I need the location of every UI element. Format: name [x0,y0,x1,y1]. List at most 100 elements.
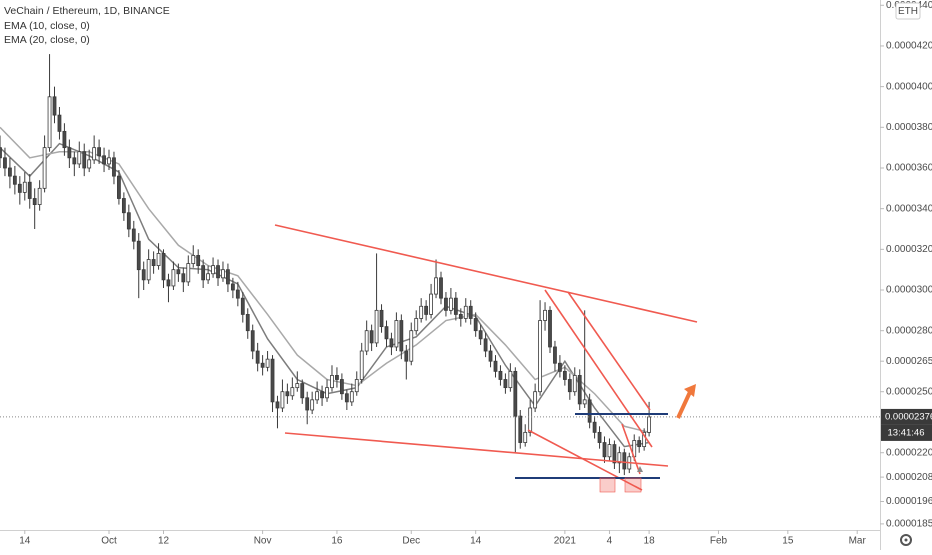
candle-body [325,387,329,399]
candle-body [414,318,419,332]
drawings [274,224,698,493]
candle-body [196,255,201,267]
x-tick-label: 2021 [554,536,577,547]
candle-body [518,415,523,443]
candle-body [235,289,240,299]
x-tick-label: 18 [644,536,656,547]
candle-body [528,407,533,433]
last-price-label: 0.00002376 [885,411,932,422]
x-tick-label: 16 [331,536,343,547]
candle-body [275,401,280,409]
candle-body [156,253,161,267]
candle-body [533,391,538,409]
candle-body [166,279,171,287]
candle-body [409,330,414,362]
candle-body [77,151,82,165]
candle-body [320,391,324,399]
last-price-badge [881,408,932,425]
candle-body [439,277,443,299]
candle-body [369,330,374,344]
candle-body [97,147,101,157]
candle-body [488,350,493,362]
candle-body [458,314,463,319]
candle-body [226,269,230,285]
candle-body [216,265,220,279]
candle-body [587,399,592,423]
candle-body [354,379,359,393]
candle-body [434,277,438,295]
candle-body [523,431,528,443]
candle-body [582,399,587,405]
candle-body [121,198,126,214]
candle-body [374,309,379,344]
candle-body [339,379,344,395]
candle-body [37,187,42,205]
highlight-box [599,477,616,493]
candle-body [285,391,290,397]
countdown-label: 13:41:46 [888,427,925,438]
candle-body [117,175,121,199]
candle-body [349,391,354,403]
candle-body [612,444,617,464]
candle-body [72,157,77,165]
y-tick-label: 0.00001850 [886,519,932,530]
candle-body [206,273,211,281]
candle-body [419,305,424,319]
candle-body [597,431,602,443]
candle-body [12,175,17,185]
candle-body [32,198,37,205]
currency-badge[interactable] [895,2,921,20]
candle-body [468,305,473,319]
candle-body [240,297,245,315]
candle-body [315,391,320,401]
x-tick-label: Oct [101,536,117,547]
candle-body [8,167,12,177]
candle-body [290,387,295,397]
candle-body [508,370,513,389]
chart-title: VeChain / Ethereum, 1D, BINANCE [4,5,170,17]
candle-body [384,326,389,340]
candle-body [364,330,369,352]
x-tick-label: 14 [19,536,31,547]
candle-body [453,297,458,315]
candle-body [191,255,196,264]
candle-body [330,375,334,389]
candle-body [151,259,156,267]
candle-body [280,391,285,409]
x-tick-label: Mar [849,536,867,547]
candle-body [483,338,488,352]
candle-body [607,444,612,458]
candle-body [112,157,116,177]
trendline [567,291,651,411]
x-tick-label: 4 [607,536,613,547]
candle-body [230,283,235,291]
candle-body [305,397,310,411]
settings-icon[interactable] [900,534,912,546]
candle-body [87,159,92,169]
candle-body [265,358,270,368]
candle-body [562,370,567,380]
candle-body [107,157,111,165]
candle-body [617,452,622,464]
candle-body [82,151,87,169]
candle-body [131,228,136,242]
candle-body [543,309,547,321]
candle-body [473,318,478,332]
x-tick-label: Nov [254,536,272,547]
candle-body [211,265,215,275]
arrow-head [684,384,696,397]
candle-body [221,269,225,279]
x-tick-label: 12 [158,536,170,547]
candle-body [513,370,518,417]
candle-body [260,362,265,368]
